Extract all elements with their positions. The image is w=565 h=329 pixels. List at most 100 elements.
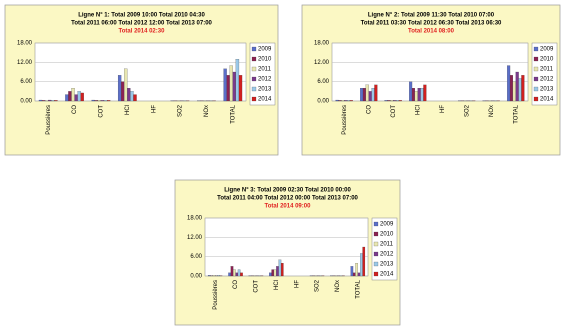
chart-subtitle: Total 2014 08:00 bbox=[408, 29, 455, 35]
x-tick-label: HCl bbox=[415, 105, 421, 115]
legend-label: 2011 bbox=[540, 67, 554, 73]
bar bbox=[360, 253, 363, 277]
x-tick-label: CO bbox=[366, 105, 372, 114]
bar bbox=[349, 100, 353, 102]
bar bbox=[360, 88, 364, 102]
bar bbox=[77, 91, 81, 102]
bar bbox=[54, 100, 58, 102]
bar bbox=[347, 100, 351, 102]
x-tick-label: COT bbox=[99, 105, 105, 118]
legend-label: 2014 bbox=[380, 272, 394, 278]
legend-label: 2012 bbox=[540, 77, 554, 83]
legend-label: 2010 bbox=[540, 57, 554, 63]
x-tick-label: HCl bbox=[274, 280, 280, 290]
bar bbox=[409, 81, 413, 102]
x-tick-label: TOTAL bbox=[355, 279, 361, 298]
legend-swatch bbox=[251, 86, 257, 92]
bar bbox=[223, 68, 227, 102]
bar bbox=[521, 75, 525, 102]
legend-swatch bbox=[373, 231, 379, 237]
x-tick-label: Poussières bbox=[46, 105, 52, 135]
chart-subtitle: Total 2014 09:00 bbox=[265, 204, 312, 210]
legend-box bbox=[531, 42, 558, 106]
bar bbox=[41, 100, 46, 102]
chart-title: Total 2011 03:30 Total 2012 06:30 Total … bbox=[361, 21, 502, 27]
legend-label: 2009 bbox=[540, 47, 554, 53]
bar bbox=[235, 272, 239, 277]
legend-box bbox=[249, 42, 276, 106]
legend-label: 2013 bbox=[258, 87, 272, 93]
bar bbox=[344, 100, 348, 102]
bar bbox=[233, 269, 236, 277]
bar bbox=[48, 99, 52, 102]
x-tick-label: HCl bbox=[125, 105, 131, 115]
bar bbox=[127, 88, 131, 102]
x-tick-label: NOx bbox=[335, 280, 341, 292]
bar bbox=[237, 269, 241, 277]
y-tick-label: 12.00 bbox=[17, 60, 33, 66]
legend-swatch bbox=[533, 86, 539, 92]
x-tick-label: SO2 bbox=[178, 104, 184, 117]
bar bbox=[130, 91, 134, 102]
bar bbox=[117, 75, 122, 102]
bar bbox=[106, 100, 111, 102]
x-tick-label: HF bbox=[440, 105, 446, 113]
chart-title: Total 2011 04:00 Total 2012 00:00 Total … bbox=[217, 196, 358, 202]
x-tick-label: CO bbox=[72, 105, 78, 114]
legend-swatch bbox=[533, 46, 539, 52]
bar bbox=[238, 75, 243, 102]
bar bbox=[411, 88, 415, 102]
y-tick-label: 18.00 bbox=[314, 41, 330, 47]
bar bbox=[235, 59, 240, 102]
x-tick-label: SO2 bbox=[464, 104, 470, 117]
x-tick-label: NOx bbox=[204, 105, 210, 117]
bar bbox=[207, 275, 211, 277]
chart-subtitle: Total 2014 02:30 bbox=[119, 29, 166, 35]
legend-label: 2011 bbox=[258, 67, 272, 73]
bar bbox=[65, 94, 69, 102]
bar bbox=[414, 91, 418, 102]
legend-label: 2012 bbox=[380, 252, 394, 258]
x-tick-label: TOTAL bbox=[513, 104, 519, 123]
y-tick-label: 6.00 bbox=[190, 254, 202, 260]
bar bbox=[103, 100, 108, 102]
x-tick-label: HF bbox=[294, 280, 300, 288]
bar bbox=[226, 75, 230, 102]
bar bbox=[512, 81, 516, 102]
bar bbox=[393, 100, 397, 102]
chart: Ligne N° 3: Total 2009 02:30 Total 2010 … bbox=[174, 179, 401, 326]
bar bbox=[51, 100, 55, 102]
bar bbox=[515, 71, 519, 102]
bar bbox=[368, 91, 372, 102]
bar bbox=[398, 100, 402, 102]
bar bbox=[273, 269, 277, 277]
y-tick-label: 12.00 bbox=[187, 235, 203, 241]
x-tick-label: COT bbox=[254, 280, 260, 293]
bar bbox=[269, 272, 272, 277]
legend-swatch bbox=[373, 271, 379, 277]
bar bbox=[509, 75, 513, 102]
legend-swatch bbox=[251, 96, 257, 102]
bar bbox=[341, 100, 345, 102]
bar bbox=[80, 92, 84, 102]
bar bbox=[365, 84, 369, 102]
plot-area bbox=[34, 42, 247, 102]
bar bbox=[100, 100, 105, 102]
bar bbox=[91, 99, 95, 102]
legend-swatch bbox=[373, 261, 379, 267]
bar bbox=[232, 71, 236, 102]
legend-label: 2013 bbox=[540, 87, 554, 93]
legend-label: 2014 bbox=[258, 97, 272, 103]
x-tick-label: Poussières bbox=[213, 280, 219, 310]
bar bbox=[423, 84, 427, 102]
bar bbox=[240, 272, 243, 277]
bar bbox=[384, 100, 388, 102]
legend-label: 2012 bbox=[258, 77, 272, 83]
chart: Ligne N° 1: Total 2009 10:00 Total 2010 … bbox=[4, 4, 279, 156]
bar bbox=[335, 99, 339, 102]
x-tick-label: Poussières bbox=[342, 105, 348, 135]
legend-swatch bbox=[533, 96, 539, 102]
bar bbox=[38, 99, 43, 102]
chart-title: Total 2011 06:00 Total 2012 12:00 Total … bbox=[71, 21, 212, 27]
bar bbox=[387, 100, 391, 102]
